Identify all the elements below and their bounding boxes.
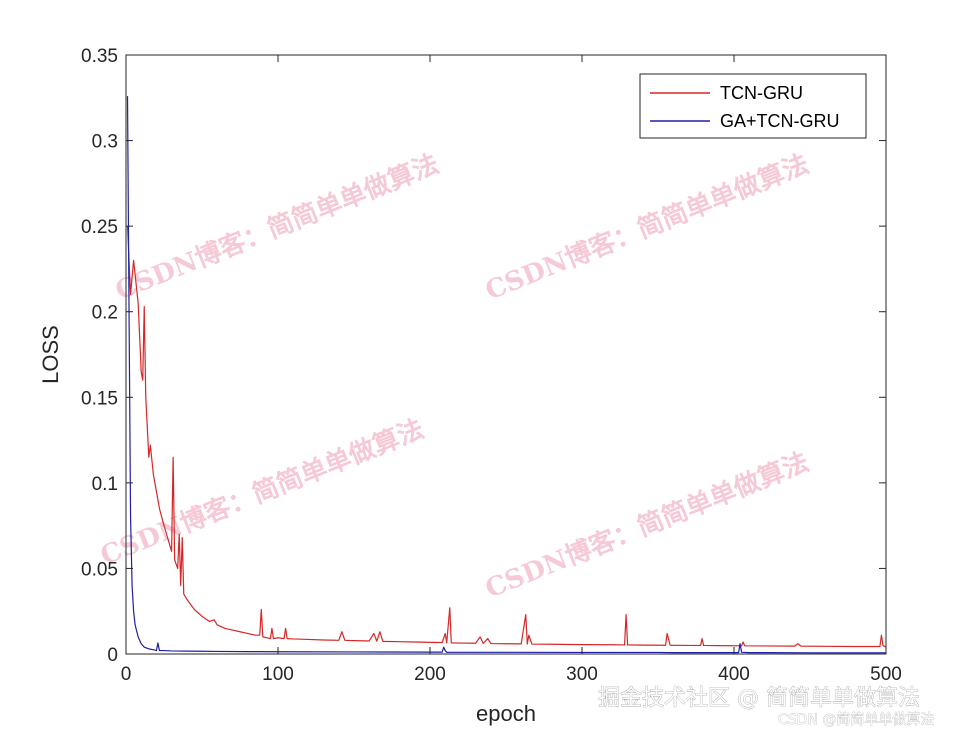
x-axis-label: epoch — [476, 701, 536, 726]
y-tick-label: 0.25 — [81, 217, 118, 238]
y-tick-label: 0.1 — [92, 474, 118, 495]
y-tick-label: 0.35 — [81, 46, 118, 67]
x-tick-label: 400 — [718, 664, 750, 685]
x-tick-label: 200 — [414, 664, 446, 685]
series-line-ga-tcn-gru — [126, 96, 886, 654]
legend-box — [639, 73, 867, 139]
x-tick-label: 500 — [870, 664, 902, 685]
series-line-tcn-gru — [126, 226, 887, 648]
footer-watermark-sub: CSDN @简简单单做算法 — [778, 711, 934, 728]
y-axis-label: LOSS — [38, 325, 63, 384]
y-tick-label: 0.2 — [92, 303, 118, 324]
y-tick-label: 0.3 — [92, 132, 118, 153]
y-tick-label: 0.05 — [81, 559, 118, 580]
legend-entry-label: GA+TCN-GRU — [720, 111, 840, 131]
plot-area — [126, 96, 887, 654]
plot-frame — [125, 54, 887, 655]
y-tick-label: 0.15 — [81, 388, 118, 409]
x-tick-label: 300 — [566, 664, 598, 685]
axes: 0 100 200 300 400 500 0 0.05 0.1 0.15 0.2 0.25 0.3 0.… — [81, 46, 902, 685]
x-tick-label: 0 — [121, 664, 132, 685]
legend: TCN-GRU GA+TCN-GRU — [639, 73, 867, 139]
footer-watermark-main: 掘金技术社区 @ 简简单单做算法 — [598, 686, 920, 711]
x-tick-label: 100 — [262, 664, 294, 685]
legend-entry-label: TCN-GRU — [720, 83, 803, 103]
y-tick-label: 0 — [107, 645, 118, 666]
